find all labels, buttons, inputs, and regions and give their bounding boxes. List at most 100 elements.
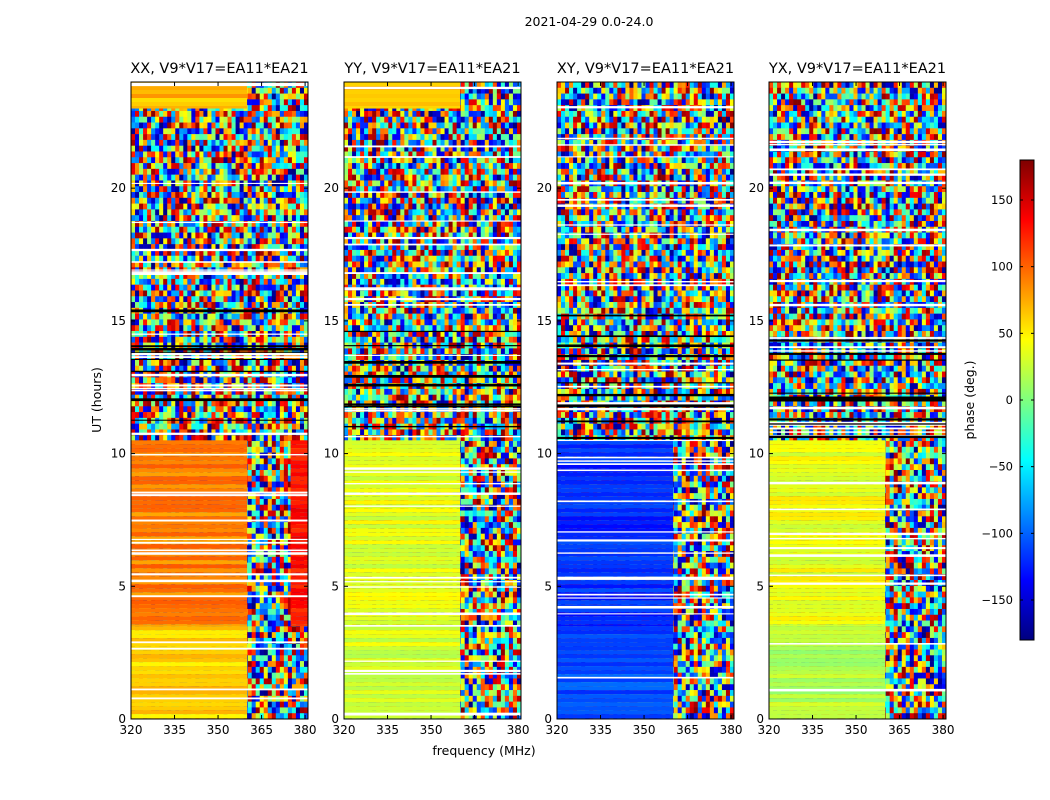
heatmap-cell (263, 278, 269, 285)
heatmap-cell (219, 238, 224, 245)
phase-region-band (290, 580, 308, 585)
heatmap-cell (259, 690, 265, 697)
heatmap-cell (275, 186, 281, 193)
heatmap-cell (159, 128, 164, 135)
heatmap-cell (227, 400, 232, 407)
heatmap-cell (199, 429, 204, 436)
heatmap-cell (207, 168, 212, 175)
heatmap-cell (215, 203, 220, 210)
heatmap-cell (251, 672, 256, 679)
heatmap-cell (163, 249, 168, 257)
heatmap-cell (295, 678, 301, 685)
heatmap-cell (191, 203, 196, 210)
heatmap-cell (219, 255, 224, 262)
heatmap-cell (263, 377, 269, 384)
heatmap-cell (167, 215, 172, 222)
heatmap-cell (203, 273, 208, 280)
heatmap-cell (279, 116, 285, 123)
heatmap-cell (247, 713, 252, 719)
heatmap-cell (279, 128, 285, 135)
heatmap-cell (195, 336, 200, 343)
heatmap-cell (251, 157, 256, 164)
heatmap-cell (239, 261, 244, 268)
heatmap-cell (267, 632, 273, 639)
heatmap-cell (207, 139, 212, 146)
heatmap-cell (131, 232, 136, 239)
heatmap-cell (271, 325, 277, 332)
heatmap-cell (215, 209, 220, 216)
heatmap-cell (167, 220, 172, 228)
heatmap-cell (283, 255, 289, 262)
heatmap-cell (275, 406, 281, 413)
heatmap-cell (139, 365, 144, 372)
heatmap-cell (219, 116, 224, 123)
heatmap-cell (279, 186, 285, 193)
heatmap-cell (183, 139, 188, 146)
phase-region-band (131, 694, 248, 699)
heatmap-cell (279, 591, 285, 598)
heatmap-cell (283, 649, 289, 656)
heatmap-cell (279, 105, 285, 112)
heatmap-cell (299, 134, 305, 141)
heatmap-cell (135, 244, 140, 251)
heatmap-cell (251, 215, 256, 222)
heatmap-cell (191, 400, 196, 407)
heatmap-cell (255, 139, 261, 146)
heatmap-cell (183, 278, 188, 285)
heatmap-cell (291, 209, 297, 216)
heatmap-cell (275, 139, 281, 146)
heatmap-cell (179, 116, 184, 123)
heatmap-cell (219, 186, 224, 193)
heatmap-cell (207, 203, 212, 210)
heatmap-cell (195, 244, 200, 251)
heatmap-cell (283, 475, 289, 482)
heatmap-cell (255, 365, 261, 372)
heatmap-cell (219, 423, 224, 430)
heatmap-cell (155, 232, 160, 239)
heatmap-cell (251, 649, 256, 656)
heatmap-cell (171, 186, 176, 193)
heatmap-cell (295, 302, 301, 309)
heatmap-cell (299, 435, 305, 442)
heatmap-cell (295, 192, 301, 199)
heatmap-cell (275, 128, 281, 135)
heatmap-cell (147, 417, 152, 424)
heatmap-cell (291, 701, 297, 708)
heatmap-cell (303, 632, 308, 639)
heatmap-cell (291, 273, 297, 280)
heatmap-cell (231, 336, 236, 343)
phase-region-band (131, 456, 248, 461)
heatmap-cell (227, 284, 232, 291)
heatmap-cell (203, 302, 208, 309)
heatmap-cell (179, 157, 184, 164)
heatmap-cell (263, 510, 269, 517)
heatmap-cell (295, 313, 301, 320)
heatmap-cell (267, 157, 273, 164)
heatmap-cell (267, 151, 273, 158)
heatmap-cell (279, 637, 285, 645)
heatmap-cell (299, 637, 305, 645)
heatmap-cell (131, 290, 136, 297)
heatmap-cell (243, 377, 248, 384)
heatmap-cell (295, 174, 301, 181)
heatmap-cell (283, 493, 289, 500)
heatmap-cell (283, 655, 289, 662)
heatmap-cell (151, 394, 156, 401)
heatmap-cell (131, 278, 136, 285)
heatmap-cell (135, 151, 140, 158)
heatmap-cell (295, 713, 301, 719)
phase-region-band (290, 508, 308, 513)
heatmap-cell (271, 197, 277, 204)
heatmap-cell (191, 110, 196, 118)
heatmap-cell (203, 197, 208, 204)
heatmap-cell (163, 429, 168, 436)
heatmap-cell (223, 302, 228, 309)
heatmap-cell (215, 412, 220, 419)
heatmap-cell (267, 713, 273, 719)
heatmap-cell (227, 359, 232, 367)
heatmap-cell (235, 238, 240, 245)
phase-region-band (131, 520, 248, 525)
heatmap-cell (283, 186, 289, 193)
heatmap-cell (295, 249, 301, 257)
